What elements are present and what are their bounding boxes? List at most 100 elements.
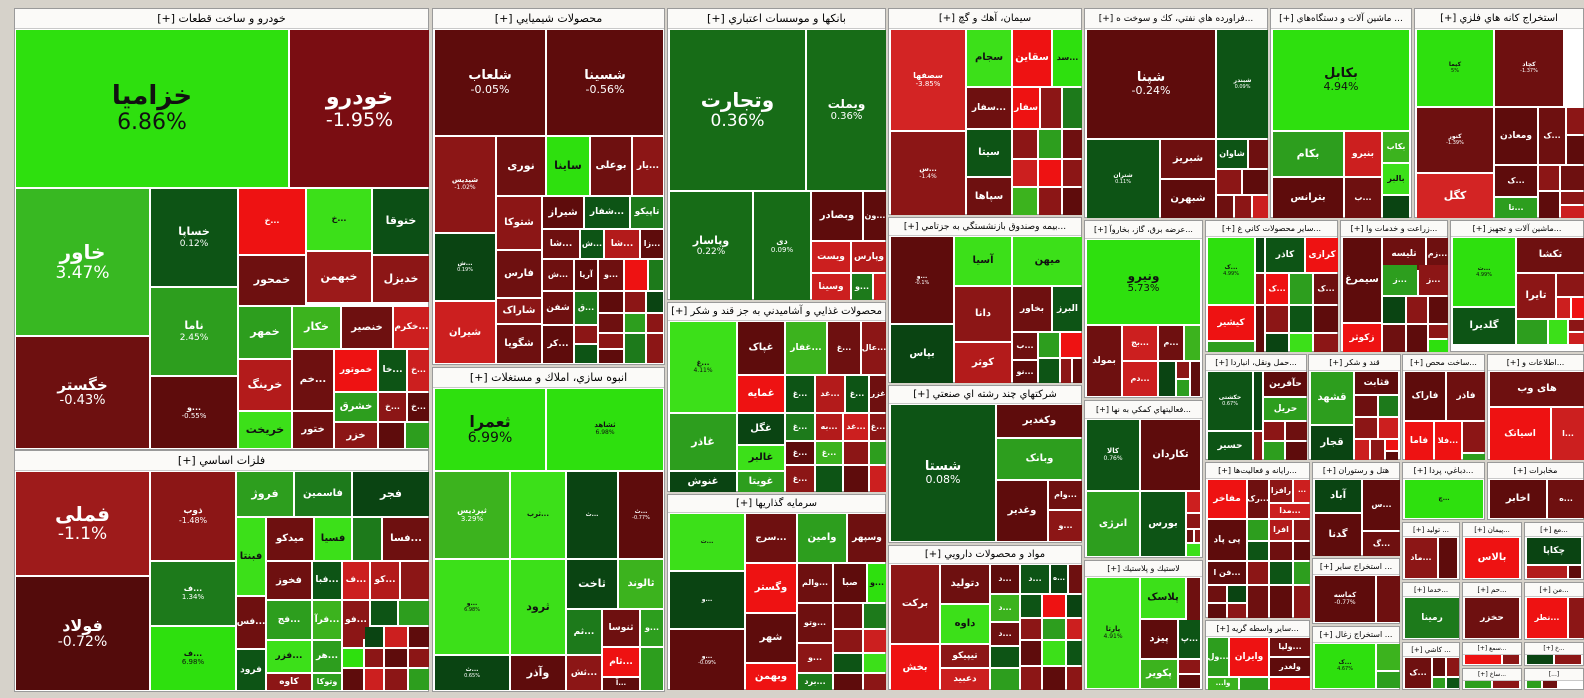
stock-tile-small[interactable]	[1407, 297, 1427, 323]
stock-tile[interactable]: فاما	[1405, 422, 1433, 460]
stock-tile[interactable]: ...ه	[1051, 565, 1067, 593]
stock-tile-small[interactable]	[991, 647, 1019, 667]
sector-header[interactable]: ...سمع [+]	[1463, 643, 1521, 655]
sector-header[interactable]: ...ساير واسطه گريه [+]	[1206, 621, 1309, 637]
stock-tile-small[interactable]	[1013, 160, 1037, 186]
stock-tile[interactable]: فروژ	[237, 472, 293, 516]
stock-tile-small[interactable]	[1572, 298, 1584, 318]
stock-tile[interactable]: کچاد -1.37%	[1495, 30, 1563, 106]
stock-tile[interactable]: شپنا -0.24%	[1087, 30, 1215, 138]
sector-header[interactable]: مواد و محصولات دارويي [+]	[889, 546, 1081, 564]
stock-tile[interactable]: ...دم	[1123, 362, 1157, 396]
stock-tile-small[interactable]	[1557, 274, 1584, 296]
stock-tile-small[interactable]	[1379, 396, 1398, 416]
stock-tile[interactable]: تایرا	[1517, 274, 1555, 318]
stock-tile[interactable]: ...ب	[1013, 333, 1037, 359]
stock-tile[interactable]: ...آ	[603, 678, 639, 690]
sector-header[interactable]: ...ساخت محص [+]	[1403, 355, 1484, 371]
stock-tile-small[interactable]	[1294, 542, 1310, 560]
stock-tile[interactable]: ...ماد	[1405, 538, 1437, 578]
stock-tile-small[interactable]	[1567, 108, 1584, 134]
stock-tile[interactable]: سجام	[967, 30, 1011, 86]
stock-tile[interactable]: شسینا -0.56%	[547, 30, 663, 135]
stock-tile-small[interactable]	[1429, 325, 1448, 338]
stock-tile-small[interactable]	[864, 630, 886, 652]
stock-tile[interactable]: ...شا	[605, 230, 639, 258]
stock-tile-small[interactable]	[1041, 88, 1061, 128]
stock-tile-small[interactable]	[1270, 542, 1292, 560]
stock-tile[interactable]: ثاخت	[567, 560, 617, 608]
stock-tile[interactable]: ...ث -0.77%	[619, 472, 663, 558]
stock-tile-small[interactable]	[1039, 160, 1061, 186]
sector-header[interactable]: مخابرات [+]	[1488, 463, 1583, 479]
stock-tile[interactable]: ...غ	[870, 414, 886, 440]
stock-tile[interactable]: ...و	[670, 572, 744, 628]
stock-tile-small[interactable]	[1179, 675, 1200, 688]
stock-tile-small[interactable]	[385, 669, 407, 690]
stock-tile-small[interactable]	[1465, 681, 1491, 688]
stock-tile-small[interactable]	[575, 326, 597, 343]
stock-tile[interactable]: وپاسار 0.22%	[670, 192, 752, 300]
stock-tile[interactable]: ...غ	[786, 414, 814, 440]
stock-tile[interactable]: ...ثش	[567, 656, 601, 690]
stock-tile-small[interactable]	[1063, 130, 1082, 158]
stock-tile[interactable]: ...خ	[307, 189, 371, 250]
stock-tile-small[interactable]	[1447, 678, 1459, 688]
sector-header[interactable]: ...مع [+]	[1525, 523, 1583, 537]
stock-tile[interactable]: شاراک	[497, 299, 541, 323]
stock-tile-small[interactable]	[1270, 586, 1292, 618]
stock-tile[interactable]: ...د	[991, 565, 1019, 593]
stock-tile[interactable]: ...غ 4.11%	[670, 322, 736, 412]
stock-tile[interactable]: غویتا	[738, 472, 784, 492]
stock-tile[interactable]: شیراز	[543, 197, 583, 228]
stock-tile-small[interactable]	[1256, 238, 1264, 272]
stock-tile-small[interactable]	[406, 423, 429, 448]
stock-tile[interactable]: ...و	[599, 260, 623, 290]
stock-tile-small[interactable]	[1407, 325, 1427, 352]
stock-tile[interactable]: ...تا	[1495, 198, 1537, 218]
stock-tile[interactable]: ...ک	[1405, 658, 1431, 688]
stock-tile[interactable]: ...ثم	[567, 610, 601, 654]
stock-tile-small[interactable]	[1429, 340, 1448, 352]
stock-tile[interactable]: تکاردان	[1141, 420, 1200, 490]
stock-tile-small[interactable]	[409, 649, 429, 667]
stock-tile[interactable]: قشهد	[1311, 372, 1353, 424]
stock-tile[interactable]: زکوثر	[1343, 324, 1381, 352]
stock-tile[interactable]: ...فزر	[267, 641, 311, 672]
stock-tile-small[interactable]	[864, 604, 886, 628]
stock-tile-small[interactable]	[1386, 440, 1398, 450]
stock-tile[interactable]: ...و	[1049, 511, 1082, 541]
stock-tile[interactable]: پکویر	[1141, 660, 1177, 688]
stock-tile[interactable]: شگویا	[497, 325, 541, 363]
stock-tile[interactable]: فجر	[353, 472, 429, 516]
stock-tile-small[interactable]	[1386, 452, 1398, 460]
sector-header[interactable]: ...عرضه برق، گاز، بخاروآ [+]	[1085, 221, 1202, 239]
stock-tile[interactable]: تاپیکو	[631, 197, 663, 228]
stock-tile[interactable]: خریخت	[239, 412, 291, 448]
stock-tile-small[interactable]	[1043, 595, 1065, 617]
stock-tile-small[interactable]	[1043, 641, 1065, 665]
sector-header[interactable]: استخراج كانه هاي فلزي [+]	[1415, 9, 1583, 29]
stock-tile-small[interactable]	[399, 601, 429, 625]
stock-tile-small[interactable]	[1217, 170, 1241, 194]
stock-tile-small[interactable]	[1021, 667, 1041, 690]
sector-header[interactable]: محصولات شيميايي [+]	[433, 9, 664, 29]
stock-tile-small[interactable]	[1243, 170, 1268, 194]
sector-header[interactable]: ...دباغي، پردا [+]	[1403, 463, 1484, 479]
stock-tile[interactable]: ...ول	[1208, 638, 1228, 676]
sector-header[interactable]: ...رايانه و فعاليت‌ها [+]	[1206, 463, 1309, 479]
stock-tile[interactable]: پیزد	[1141, 620, 1177, 658]
stock-tile[interactable]: بمولد	[1087, 326, 1121, 396]
stock-tile[interactable]: ولغدر	[1270, 658, 1310, 676]
sector-header[interactable]: ...فعاليتهاي كمكي به نها [+]	[1085, 401, 1202, 419]
stock-tile[interactable]: ثنوسا	[603, 610, 639, 646]
stock-tile-small[interactable]	[1569, 566, 1581, 578]
stock-tile[interactable]: بکابل 4.94%	[1273, 30, 1409, 130]
stock-tile-small[interactable]	[1254, 372, 1262, 430]
stock-tile[interactable]: ...غ	[786, 466, 814, 492]
stock-tile[interactable]: ...فسا	[383, 518, 429, 560]
stock-tile[interactable]: خودرو -1.95%	[290, 30, 429, 187]
stock-tile-small[interactable]	[1013, 130, 1037, 158]
stock-tile[interactable]: بورس	[1141, 492, 1185, 556]
stock-tile[interactable]: ...ب	[1345, 178, 1381, 218]
